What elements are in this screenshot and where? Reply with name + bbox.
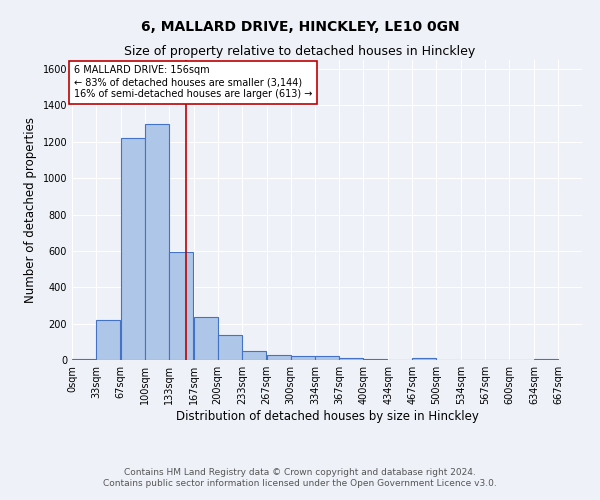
Bar — [169, 252, 193, 360]
Bar — [121, 138, 145, 360]
Bar — [340, 358, 364, 360]
Bar — [242, 351, 266, 360]
Bar — [266, 354, 290, 360]
Bar — [534, 359, 558, 360]
Text: 6 MALLARD DRIVE: 156sqm
← 83% of detached houses are smaller (3,144)
16% of semi: 6 MALLARD DRIVE: 156sqm ← 83% of detache… — [74, 66, 313, 98]
Text: Contains HM Land Registry data © Crown copyright and database right 2024.
Contai: Contains HM Land Registry data © Crown c… — [103, 468, 497, 487]
Bar — [96, 320, 120, 360]
Bar — [72, 359, 96, 360]
Bar — [218, 334, 242, 360]
Text: Size of property relative to detached houses in Hinckley: Size of property relative to detached ho… — [124, 45, 476, 58]
Bar — [412, 358, 436, 360]
Bar — [364, 359, 388, 360]
Bar — [290, 356, 314, 360]
Y-axis label: Number of detached properties: Number of detached properties — [24, 117, 37, 303]
Text: 6, MALLARD DRIVE, HINCKLEY, LE10 0GN: 6, MALLARD DRIVE, HINCKLEY, LE10 0GN — [140, 20, 460, 34]
Bar — [145, 124, 169, 360]
X-axis label: Distribution of detached houses by size in Hinckley: Distribution of detached houses by size … — [176, 410, 478, 423]
Bar — [194, 318, 218, 360]
Bar — [316, 356, 340, 360]
